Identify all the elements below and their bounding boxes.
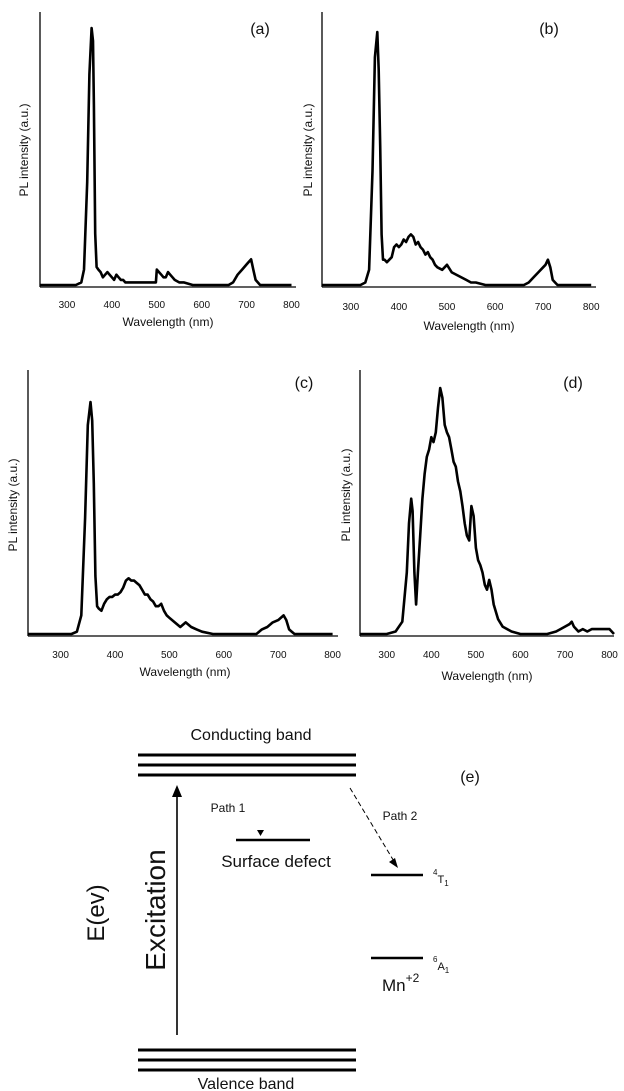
panel-b-x-tick-label: 500 (439, 302, 456, 313)
mn-label: Mn+2 (382, 971, 420, 995)
panel-d-x-tick-label: 600 (512, 650, 529, 661)
panel-a-x-tick-label: 500 (148, 300, 165, 311)
panel-a-label: (a) (250, 21, 270, 38)
level-6a1-base: A (437, 961, 445, 973)
path-2-label: Path 2 (383, 809, 418, 823)
panel-c-label: (c) (295, 375, 314, 392)
valence-band-lines (138, 1048, 356, 1072)
panel-d-series-line (360, 386, 615, 636)
panel-a-x-tick-label: 600 (193, 300, 210, 311)
panel-b-x-tick-label: 300 (342, 302, 359, 313)
panel-d-x-tick-label: 300 (378, 650, 395, 661)
level-4t1-label: 4T1 (433, 868, 449, 888)
panel-d-label: (d) (563, 375, 583, 392)
panel-e-label: (e) (460, 769, 480, 786)
panel-a-x-tick-label: 300 (59, 300, 76, 311)
panel-d-x-tick-label: 500 (468, 650, 485, 661)
panel-d-x-tick-label: 700 (557, 650, 574, 661)
panel-a-x-tick-label: 700 (238, 300, 255, 311)
energy-diagram: Conducting band (e) Excitation E(ev) Pat… (83, 727, 480, 1091)
excitation-arrow-head (172, 785, 182, 797)
panel-c-y-axis-title: PL intensity (a.u.) (6, 459, 20, 552)
panel-a-y-axis-title: PL intensity (a.u.) (17, 104, 31, 197)
level-4t1-subscript: 1 (444, 879, 449, 888)
panel-a-x-axis-title: Wavelength (nm) (123, 315, 214, 329)
panel-b-x-tick-label: 600 (487, 302, 504, 313)
level-6a1-label: 6A1 (433, 955, 450, 975)
path-2-arrow-head (389, 858, 398, 868)
valence-band-label: Valence band (198, 1076, 295, 1091)
panel-c-series-line (28, 400, 333, 636)
panel-c-x-tick-label: 500 (161, 650, 178, 661)
panel-d-x-tick-label: 400 (423, 650, 440, 661)
panel-b-y-axis-title: PL intensity (a.u.) (301, 104, 315, 197)
mn-superscript: +2 (406, 971, 420, 985)
conducting-band-lines (138, 753, 356, 777)
panel-c-x-tick-label: 600 (215, 650, 232, 661)
panel-c-ticks: 300 400 500 600 700 800 (52, 650, 341, 661)
panel-d-ticks: 300 400 500 600 700 800 (378, 650, 618, 661)
panel-c-x-axis-title: Wavelength (nm) (140, 665, 231, 679)
panel-c-x-tick-label: 800 (324, 650, 341, 661)
panel-b-x-tick-label: 400 (391, 302, 408, 313)
path-1-marker (257, 830, 264, 836)
panel-b-series-line (322, 30, 592, 287)
panel-a-x-tick-label: 800 (283, 300, 300, 311)
panel-c-x-tick-label: 700 (270, 650, 287, 661)
panel-b-x-tick-label: 700 (535, 302, 552, 313)
panel-b-x-tick-label: 800 (583, 302, 600, 313)
panel-d: PL intensity (a.u.) Wavelength (nm) (d) … (339, 370, 618, 683)
panel-a-ticks: 300 400 500 600 700 800 (59, 300, 301, 311)
level-6a1-superscript: 6 (433, 955, 438, 964)
panel-a-x-tick-label: 400 (104, 300, 121, 311)
mn-base: Mn (382, 976, 406, 995)
panel-b-x-axis-title: Wavelength (nm) (424, 319, 515, 333)
panel-c: PL intensity (a.u.) Wavelength (nm) (c) … (6, 370, 341, 679)
panel-b: PL intensity (a.u.) Wavelength (nm) (b) … (301, 12, 600, 333)
energy-axis-label: E(ev) (83, 884, 110, 941)
panel-b-label: (b) (539, 21, 559, 38)
panel-a: PL intensity (a.u.) Wavelength (nm) (a) … (17, 12, 300, 329)
level-4t1-superscript: 4 (433, 868, 438, 877)
panel-d-x-tick-label: 800 (601, 650, 618, 661)
panel-c-x-tick-label: 300 (52, 650, 69, 661)
level-6a1-subscript: 1 (445, 966, 450, 975)
panel-d-y-axis-title: PL intensity (a.u.) (339, 449, 353, 542)
panel-d-x-axis-title: Wavelength (nm) (442, 669, 533, 683)
surface-defect-label: Surface defect (221, 852, 331, 871)
panel-a-series-line (40, 26, 292, 287)
level-4t1-base: T (437, 874, 444, 886)
path-2-arrow-line (349, 787, 396, 864)
conducting-band-label: Conducting band (191, 727, 312, 744)
panel-b-ticks: 300 400 500 600 700 800 (342, 302, 599, 313)
path-1-label: Path 1 (211, 801, 246, 815)
panel-c-x-tick-label: 400 (107, 650, 124, 661)
excitation-label: Excitation (140, 849, 171, 970)
